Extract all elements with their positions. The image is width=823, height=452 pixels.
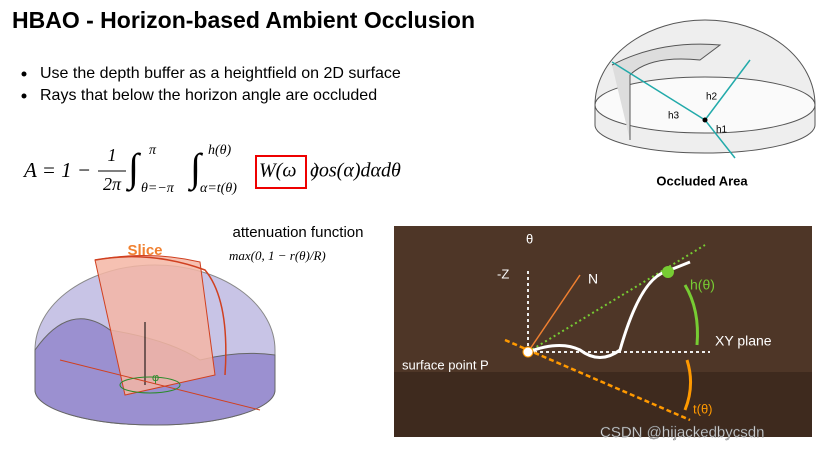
caption: Occluded Area <box>656 173 748 188</box>
formula-lhs: A = 1 − <box>22 158 91 182</box>
integral: ∫ <box>125 145 142 192</box>
formula: A = 1 − 1 2π ∫ π θ=−π ∫ h(θ) α=t(θ) W(ω⃗… <box>22 143 401 196</box>
highlight-box <box>255 155 307 189</box>
bullet-dot <box>21 93 27 99</box>
outer-lower: θ=−π <box>141 181 175 196</box>
weight: W(ω⃗) <box>259 160 319 182</box>
attenuation-formula: max(0, 1 − r(θ)/R) <box>229 248 326 263</box>
slice-title: Slice <box>127 242 162 259</box>
attenuation-label: attenuation function <box>233 224 364 241</box>
plane: XY plane <box>715 333 772 349</box>
integral: ∫ <box>187 145 204 192</box>
integrand: cos(α)dαdθ <box>310 160 401 182</box>
theta: θ <box>526 231 533 246</box>
point: surface point P <box>402 357 489 372</box>
bullet: Rays that below the horizon angle are oc… <box>40 87 377 104</box>
watermark: CSDN @hijackedbycsdn <box>600 424 764 441</box>
outer-upper: π <box>149 143 157 158</box>
slice-figure: Slice φ <box>34 242 276 426</box>
frac-den: 2π <box>103 174 122 194</box>
hemisphere-figure: h2 h3 h1 Occluded Area <box>594 19 816 188</box>
horizon-figure: θ -Z N h(θ) XY plane surface point P t(θ… <box>394 226 812 437</box>
h-label: h1 <box>716 125 728 136</box>
h-label: h2 <box>706 92 718 103</box>
inner-upper: h(θ) <box>208 143 232 158</box>
h-label: h3 <box>668 111 680 122</box>
bullet: Use the depth buffer as a heightfield on… <box>40 65 401 82</box>
z-axis: -Z <box>497 266 509 281</box>
h-theta: h(θ) <box>690 277 715 293</box>
t-theta: t(θ) <box>693 401 713 416</box>
title: HBAO - Horizon-based Ambient Occlusion <box>12 7 475 33</box>
normal: N <box>588 271 598 287</box>
frac-num: 1 <box>108 145 117 165</box>
inner-lower: α=t(θ) <box>200 181 237 196</box>
angle: φ <box>152 372 159 384</box>
bullet-dot <box>21 71 27 77</box>
